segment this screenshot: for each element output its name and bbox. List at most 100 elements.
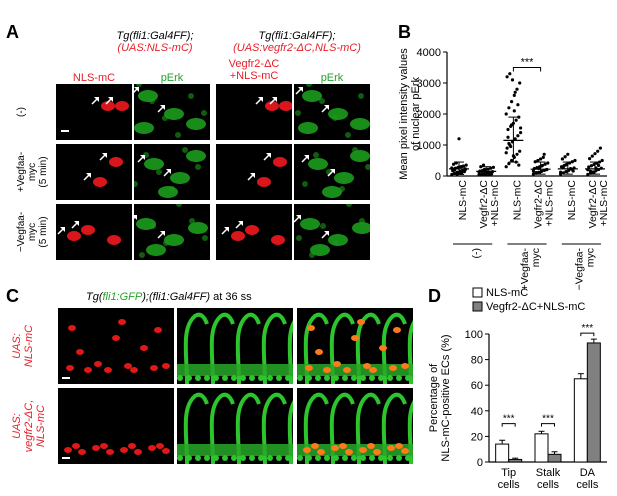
data-point	[515, 152, 519, 156]
panel-a-row-label: −Vegfaa- myc (5 min)	[16, 211, 49, 253]
data-point	[504, 151, 508, 155]
significance-bracket	[512, 67, 542, 72]
x-category-label: Tip cells	[498, 467, 521, 491]
legend-swatch	[472, 287, 483, 298]
panel-a-header-right: Tg(fli1:Gal4FF); (UAS:vegfr2-ΔC,NLS-mC)	[233, 30, 361, 54]
panel-a-micrograph	[216, 84, 292, 140]
panel-c-micrograph	[58, 388, 174, 464]
panel-a-micrograph	[294, 144, 370, 200]
data-point	[541, 155, 545, 159]
data-point	[451, 169, 455, 173]
panel-c-title-part: fli1:GFP	[102, 291, 143, 303]
x-category-label: DA cells	[576, 467, 599, 491]
group-label: (-)	[471, 248, 483, 259]
data-point	[517, 115, 521, 119]
panel-a-col-label: pErk	[160, 72, 184, 84]
x-category-label: Vegfr2-ΔC+NLS-mC	[587, 180, 610, 229]
data-point	[510, 78, 515, 82]
legend-label: Vegfr2-ΔC+NLS-mC	[486, 301, 585, 313]
data-point	[588, 157, 592, 161]
panel-a-micrograph	[294, 84, 370, 140]
data-point	[507, 106, 511, 110]
data-point	[517, 163, 521, 167]
data-point	[489, 166, 493, 170]
data-point	[507, 162, 511, 166]
x-category-label: Vegfr2-ΔC+NLS-mC	[533, 180, 556, 229]
data-point	[512, 109, 516, 113]
y-tick-label: 0	[435, 171, 441, 183]
panel-c-micrograph	[297, 308, 413, 384]
data-point	[507, 141, 511, 146]
y-tick-label: 1000	[417, 140, 441, 152]
bar	[573, 378, 588, 463]
data-point	[519, 126, 523, 130]
data-point	[566, 152, 570, 156]
x-category-label: NLS-mC	[566, 180, 578, 221]
data-point	[506, 135, 510, 139]
x-category-label: NLS-mC	[511, 180, 523, 221]
significance-label: ***	[521, 57, 535, 69]
data-point	[590, 154, 594, 158]
data-point	[518, 81, 522, 85]
data-point	[513, 137, 517, 141]
panel-b-scatter-chart: Mean pixel intensity valuesof nuclear pE…	[398, 47, 610, 290]
panel-c-row-label: UAS: NLS-mC	[11, 324, 35, 368]
panel-c-title-part: Tg(	[86, 291, 103, 303]
significance-bracket	[541, 423, 555, 427]
data-point	[571, 169, 575, 173]
group-label: −Vegfaa-myc	[573, 247, 596, 290]
panel-c-title-part: );(fli1:Gal4FF)	[142, 291, 211, 303]
data-point	[482, 167, 486, 172]
data-point	[486, 167, 490, 171]
panel-c-micrograph	[177, 308, 293, 384]
panel-a-micrograph	[134, 144, 210, 200]
y-tick-label: 4000	[417, 47, 441, 59]
panel-c-micrograph	[177, 388, 293, 464]
data-point	[563, 155, 567, 159]
data-point	[561, 165, 565, 169]
y-tick-label: 80	[471, 355, 483, 367]
data-point	[600, 158, 604, 163]
y-tick-label: 20	[471, 431, 483, 443]
data-point	[542, 152, 546, 156]
panel-c-title-part: at 36 ss	[210, 291, 252, 303]
y-tick-label: 3000	[417, 78, 441, 90]
data-point	[598, 146, 602, 150]
data-point	[477, 173, 481, 177]
data-point	[597, 163, 601, 168]
data-point	[461, 164, 465, 168]
panel-a-micrograph	[56, 144, 132, 200]
data-point	[510, 158, 514, 163]
data-point	[481, 163, 486, 167]
panel-d-letter: D	[428, 286, 441, 306]
data-point	[487, 171, 491, 175]
data-point	[531, 169, 535, 173]
panel-a-micrograph	[216, 204, 292, 260]
panel-b-letter: B	[398, 22, 411, 42]
data-point	[564, 170, 568, 174]
data-point	[588, 169, 593, 173]
panel-d-bar-chart: NLS-mC Vegfr2-ΔC+NLS-mC Percentage ofNLS-m…	[428, 287, 607, 491]
data-point	[518, 149, 522, 153]
group-label: +Vegfaa-myc	[519, 247, 542, 290]
legend-swatch	[472, 301, 483, 312]
panel-a-micrograph	[134, 204, 210, 260]
data-point	[504, 112, 508, 116]
y-axis-label: Mean pixel intensity valuesof nuclear pE…	[398, 48, 422, 180]
data-point	[514, 118, 518, 122]
panel-a-micrograph	[294, 204, 370, 260]
data-point	[573, 158, 577, 163]
data-point	[534, 170, 538, 175]
x-category-label: Stalk cells	[536, 467, 561, 491]
data-point	[504, 165, 508, 169]
data-point	[479, 165, 483, 169]
panel-a-col-label: NLS-mC	[72, 72, 116, 84]
data-point	[586, 172, 590, 177]
panel-c-row-label: UAS: vegfr2-ΔC, NLS-mC	[11, 399, 47, 453]
data-point	[560, 157, 564, 161]
panel-a-micrograph	[216, 144, 292, 200]
x-category-label: NLS-mC	[457, 180, 469, 221]
data-point	[519, 131, 523, 135]
y-tick-label: 60	[471, 380, 483, 392]
panel-c-title: Tg(fli1:GFP);(fli1:Gal4FF) at 36 ss	[86, 291, 252, 303]
